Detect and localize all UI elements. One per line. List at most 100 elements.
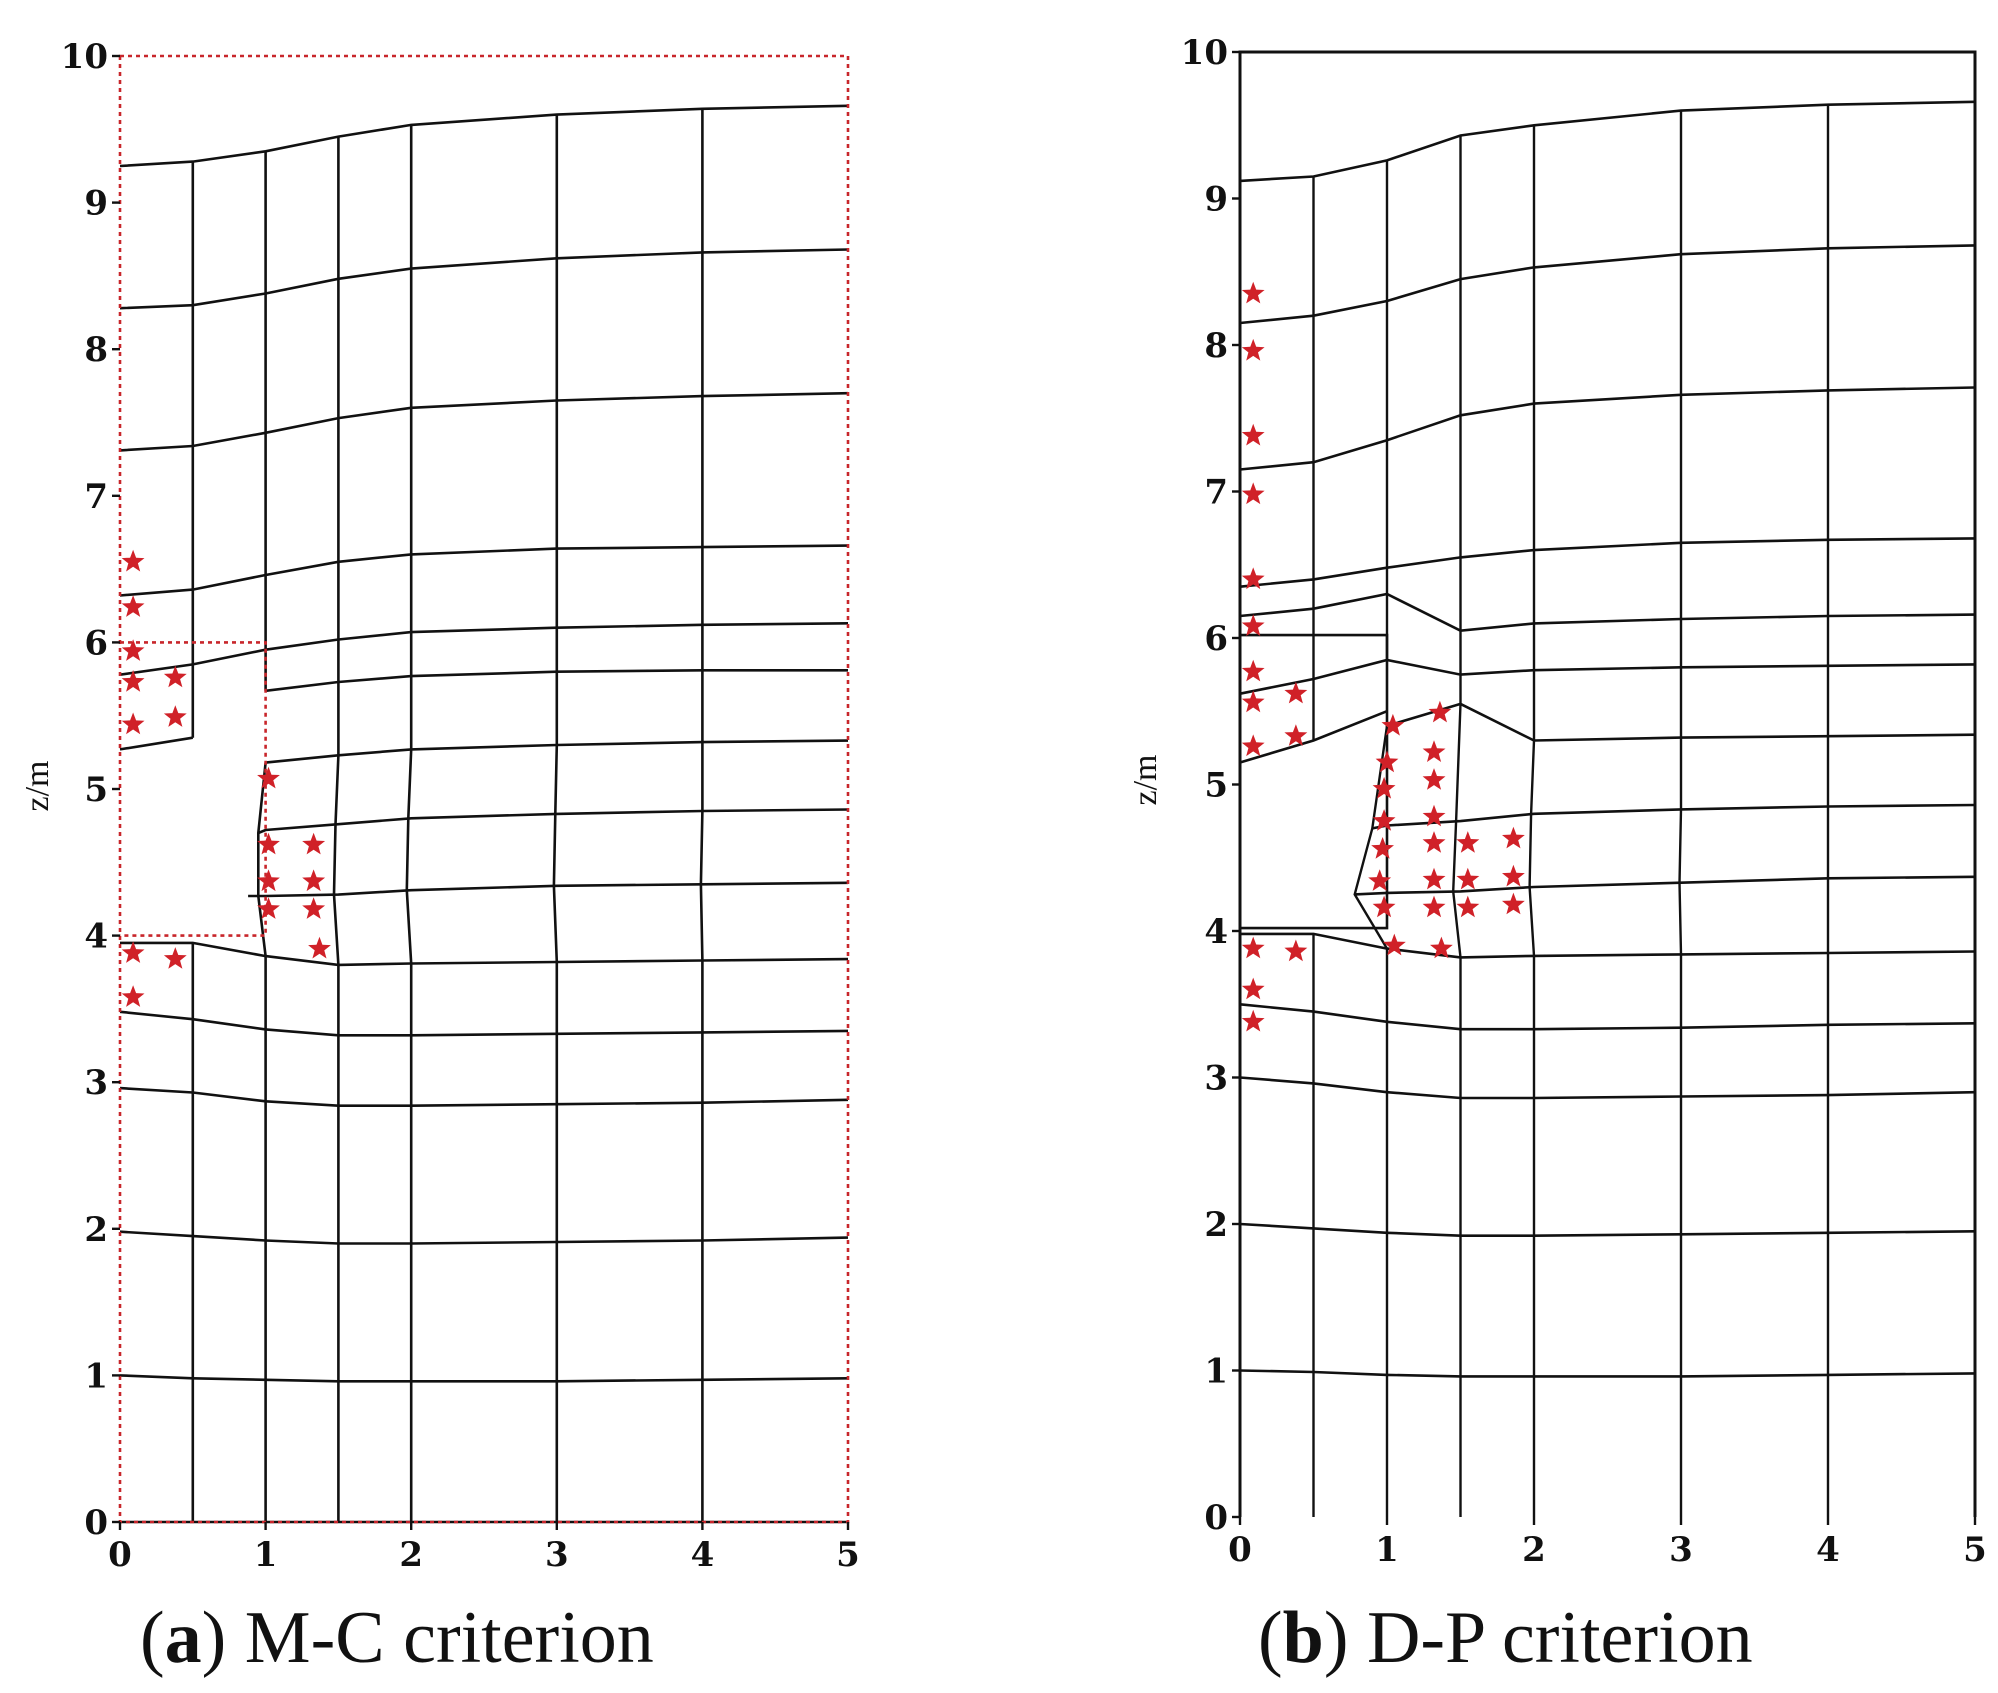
y-tick-label: 8: [1204, 326, 1228, 366]
mesh-vertical-line: [1451, 135, 1462, 1517]
y-tick-label: 1: [84, 1356, 108, 1396]
x-tick-label: 4: [1816, 1530, 1840, 1570]
failure-point-star: [1422, 831, 1446, 853]
mesh-horizontal-line: [119, 1086, 849, 1107]
failure-point-star: [121, 595, 145, 617]
failure-point-star: [1241, 936, 1265, 959]
failure-point-star: [121, 941, 145, 963]
mesh-horizontal-line: [119, 622, 849, 676]
panel-a-y-axis-label: z/m: [19, 761, 56, 812]
failure-point-star: [163, 665, 187, 688]
panel-a-x-ticks: 0 1 2 3 4 5: [108, 1522, 860, 1575]
x-tick-label: 1: [254, 1535, 278, 1575]
y-tick-label: 3: [1204, 1059, 1228, 1099]
failure-point-star: [1284, 681, 1308, 704]
mesh-horizontal-line: [265, 739, 849, 764]
failure-point-star: [1456, 895, 1480, 918]
panel-b-caption-text: ) D-P criterion: [1324, 1597, 1753, 1679]
failure-point-star: [1372, 776, 1396, 799]
boundary-frame: [118, 54, 850, 1524]
failure-point-star: [1456, 831, 1480, 853]
failure-point-star: [1241, 423, 1265, 446]
mesh-vertical-line: [256, 762, 267, 1522]
mesh-vertical-line: [405, 124, 413, 1522]
failure-point-star: [1241, 659, 1265, 682]
y-tick-label: 6: [84, 623, 108, 663]
failure-point-star: [1422, 768, 1446, 790]
failure-point-star: [1241, 338, 1265, 361]
y-tick-label: 3: [84, 1063, 108, 1103]
failure-point-star: [302, 869, 326, 892]
mesh-horizontal-line: [119, 1230, 849, 1245]
panel-a-caption: (a) M-C criterion: [140, 1597, 654, 1679]
failure-point-star: [1284, 939, 1308, 962]
mesh-vertical-line: [699, 108, 704, 1522]
failure-point-star: [257, 766, 280, 789]
mesh-horizontal-line: [1239, 592, 1976, 633]
mesh-horizontal-line: [119, 1374, 849, 1383]
y-tick-label: 1: [1204, 1352, 1228, 1392]
failure-point-star: [1241, 690, 1265, 713]
failure-point-star: [1422, 867, 1446, 890]
mesh-horizontal-line: [248, 881, 849, 898]
failure-point-star: [1422, 740, 1446, 762]
mesh-horizontal-line: [119, 391, 849, 452]
mesh-horizontal-line: [265, 668, 848, 693]
x-tick-label: 3: [1669, 1530, 1693, 1570]
mesh-horizontal-line: [119, 544, 849, 597]
failure-point-star: [1456, 867, 1480, 890]
panel-b-caption-letter: b: [1283, 1597, 1324, 1679]
panel-a-caption-open: (: [140, 1597, 165, 1679]
y-tick-label: 8: [84, 330, 108, 370]
panel-a-mesh: [119, 104, 849, 1524]
x-tick-label: 3: [545, 1535, 569, 1575]
mesh-horizontal-line: [1239, 658, 1976, 695]
failure-point-star: [121, 670, 145, 692]
y-tick-label: 7: [1204, 473, 1228, 513]
y-tick-label: 10: [1181, 33, 1228, 73]
panel-a-failure-points: [121, 549, 331, 1007]
mesh-horizontal-line: [1239, 1222, 1976, 1237]
failure-point-star: [121, 549, 145, 572]
failure-point-star: [1241, 482, 1265, 505]
failure-point-star: [308, 936, 331, 959]
mesh-horizontal-line: [1239, 386, 1976, 471]
failure-point-star: [1372, 895, 1396, 918]
panel-b-failure-points: [1241, 281, 1525, 1032]
panel-b-x-ticks: 0 1 2 3 4 5: [1228, 1517, 1987, 1570]
panel-a-caption-text: ) M-C criterion: [202, 1597, 654, 1679]
panel-b-y-axis-label: z/m: [1127, 755, 1164, 806]
x-tick-label: 0: [108, 1535, 132, 1575]
y-tick-label: 10: [61, 37, 108, 77]
mesh-vertical-line: [552, 114, 559, 1522]
failure-point-star: [302, 897, 326, 919]
y-tick-label: 0: [1204, 1498, 1228, 1538]
mesh-vertical-line: [1353, 725, 1389, 1517]
y-tick-label: 4: [1204, 912, 1228, 952]
y-tick-label: 2: [84, 1210, 108, 1250]
mesh-horizontal-line: [1239, 1369, 1976, 1378]
mesh-horizontal-line: [1239, 1003, 1976, 1031]
failure-point-star: [1241, 977, 1265, 1000]
x-tick-label: 2: [1522, 1530, 1546, 1570]
y-tick-label: 9: [84, 184, 108, 224]
mesh-horizontal-line: [120, 941, 849, 967]
failure-point-star: [1284, 724, 1308, 746]
y-tick-label: 4: [84, 917, 108, 957]
failure-point-star: [1502, 892, 1525, 915]
x-tick-label: 2: [399, 1535, 423, 1575]
x-tick-label: 0: [1228, 1530, 1252, 1570]
failure-point-star: [1368, 869, 1392, 891]
mesh-horizontal-line: [1240, 932, 1976, 959]
mesh-vertical-line: [1528, 125, 1536, 1517]
failure-point-star: [1372, 809, 1396, 831]
failure-point-star: [1422, 895, 1446, 918]
failure-point-star: [1502, 826, 1525, 849]
x-tick-label: 1: [1375, 1530, 1399, 1570]
mesh-horizontal-line: [1239, 100, 1976, 183]
mesh-horizontal-line: [1239, 1076, 1976, 1100]
mesh-horizontal-line: [119, 1010, 849, 1037]
y-tick-label: 5: [1204, 766, 1228, 806]
panel-b-dp-criterion: 0 1 2 3 4 5 0 1 2 3 4 5 6 7 8 9 10 z/m (b) D-P criterio…: [1127, 33, 1987, 1679]
